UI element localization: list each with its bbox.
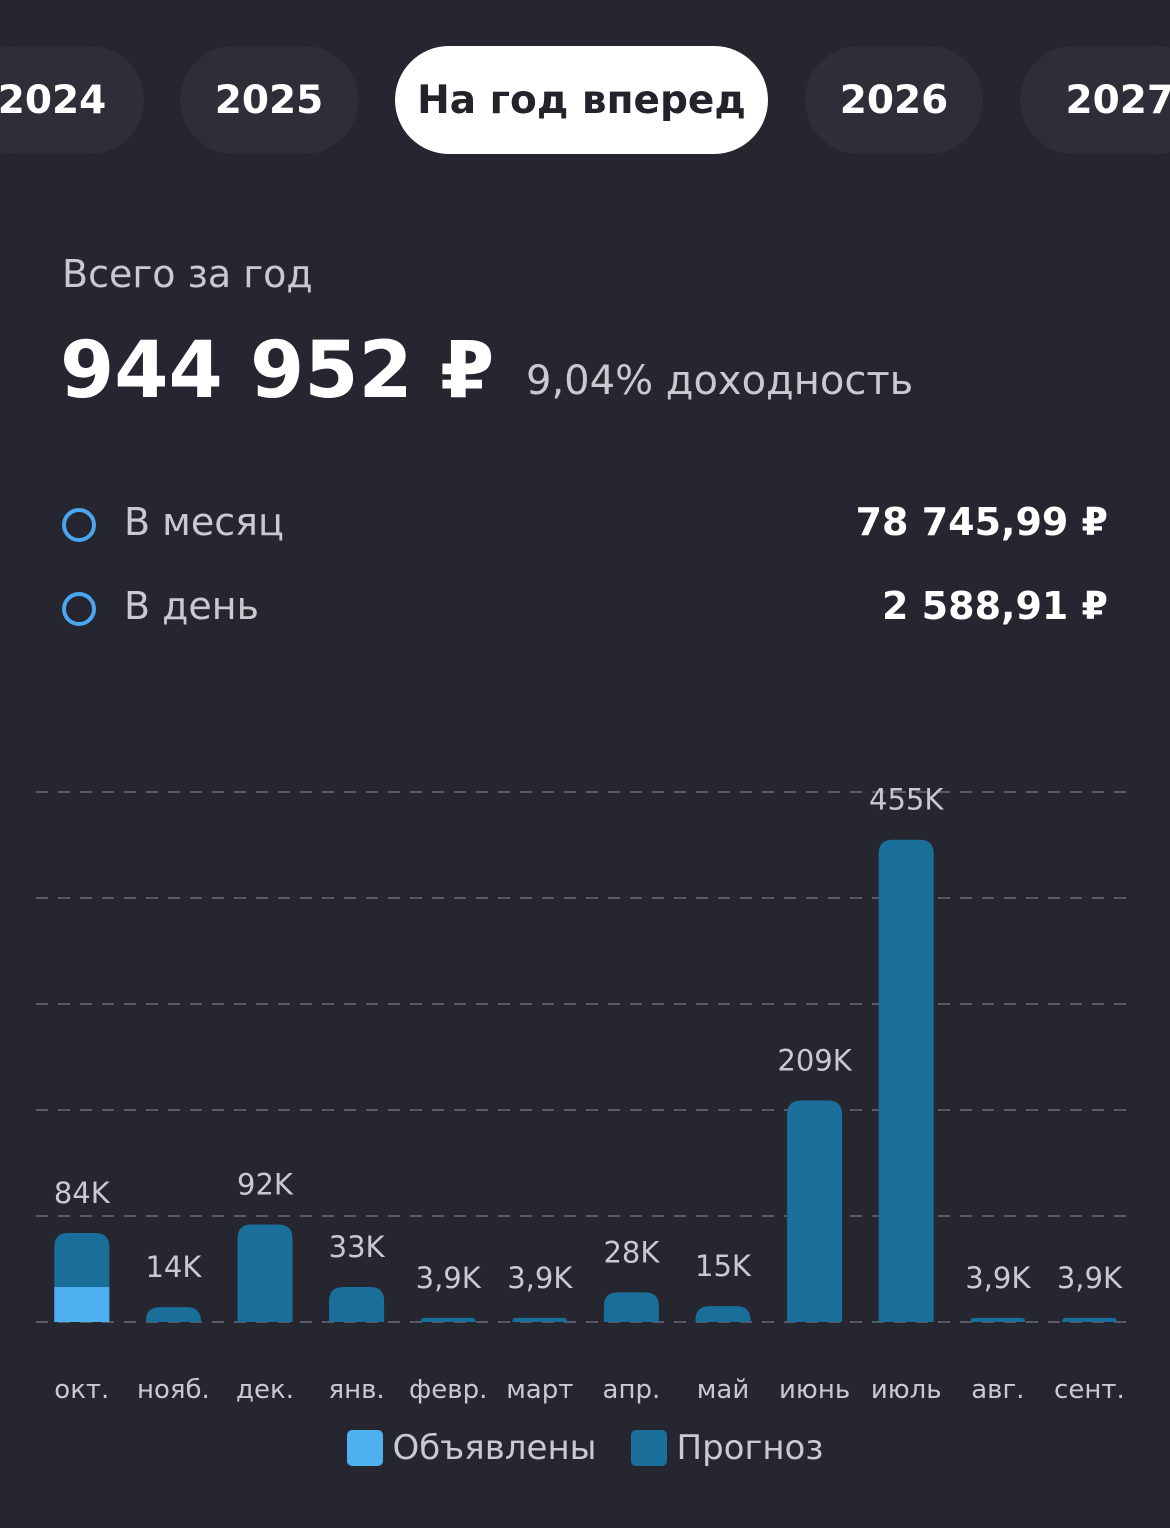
bar-value-label: 92K bbox=[237, 1167, 294, 1201]
tab-label: 2025 bbox=[214, 77, 324, 123]
total-label: Всего за год bbox=[62, 252, 313, 296]
x-tick-label: июнь bbox=[779, 1375, 850, 1405]
tab-2026[interactable]: 2026 bbox=[805, 46, 983, 154]
bar-value-label: 3,9K bbox=[507, 1261, 573, 1295]
x-tick-label: май bbox=[697, 1375, 749, 1405]
bar-forecast bbox=[329, 1287, 385, 1322]
legend-item-announced: Объявлены bbox=[346, 1428, 597, 1468]
period-tabs: 2024 2025 На год вперед 2026 2027 bbox=[0, 46, 1170, 154]
bar-announced bbox=[54, 1287, 110, 1322]
circle-icon bbox=[62, 592, 96, 626]
bar-forecast bbox=[695, 1306, 751, 1322]
x-tick-label: янв. bbox=[328, 1375, 384, 1405]
x-tick-label: авг. bbox=[971, 1375, 1024, 1405]
chart-legend: Объявлены Прогноз bbox=[0, 1428, 1170, 1468]
x-tick-label: нояб. bbox=[137, 1375, 210, 1405]
bar-forecast bbox=[145, 1307, 201, 1322]
dividends-bar-chart: 84K окт. 14K нояб. 92K дек. 33K янв. 3,9K февр. 3,… bbox=[36, 783, 1130, 1405]
bar-forecast bbox=[603, 1292, 659, 1322]
bar-forecast bbox=[787, 1100, 843, 1322]
legend-item-forecast: Прогноз bbox=[630, 1428, 824, 1468]
legend-swatch-forecast bbox=[630, 1430, 667, 1466]
stat-row-month: В месяц 78 745,99 ₽ bbox=[62, 500, 1108, 560]
yield-text: 9,04% доходность bbox=[526, 358, 914, 404]
tab-label: 2026 bbox=[839, 77, 949, 123]
tab-label: 2027 bbox=[1065, 77, 1170, 123]
stat-value-month: 78 745,99 ₽ bbox=[855, 500, 1108, 544]
bar-value-label: 28K bbox=[603, 1235, 660, 1269]
stat-label-day: В день bbox=[124, 584, 260, 628]
x-tick-label: июль bbox=[871, 1375, 942, 1405]
x-tick-label: март bbox=[506, 1375, 573, 1405]
bar-value-label: 3,9K bbox=[1057, 1261, 1123, 1295]
x-tick-label: дек. bbox=[236, 1375, 294, 1405]
bar-value-label: 15K bbox=[695, 1249, 752, 1283]
bar-value-label: 33K bbox=[329, 1230, 386, 1264]
bar-value-label: 84K bbox=[54, 1176, 111, 1210]
stat-label-month: В месяц bbox=[124, 500, 284, 544]
bar-forecast bbox=[237, 1224, 293, 1322]
bar-value-label: 3,9K bbox=[965, 1261, 1031, 1295]
stat-row-day: В день 2 588,91 ₽ bbox=[62, 584, 1108, 644]
bar-value-label: 3,9K bbox=[416, 1261, 482, 1295]
legend-swatch-announced bbox=[346, 1430, 383, 1466]
legend-label-announced: Объявлены bbox=[392, 1428, 597, 1468]
bar-forecast bbox=[512, 1317, 568, 1322]
bar-forecast bbox=[420, 1317, 476, 1322]
bar-value-label: 14K bbox=[145, 1250, 202, 1284]
bar-value-label: 455K bbox=[869, 783, 944, 817]
bar-forecast bbox=[1061, 1317, 1117, 1322]
tab-label: На год вперед bbox=[417, 77, 746, 123]
x-tick-label: сент. bbox=[1054, 1375, 1125, 1405]
tab-label: 2024 bbox=[0, 77, 107, 123]
tab-2025[interactable]: 2025 bbox=[180, 46, 358, 154]
x-tick-label: февр. bbox=[409, 1375, 487, 1405]
total-value: 944 952 ₽ bbox=[60, 326, 495, 416]
bar-forecast bbox=[970, 1317, 1026, 1322]
bar-value-label: 209K bbox=[777, 1043, 852, 1077]
tab-2027[interactable]: 2027 bbox=[1020, 46, 1170, 154]
bar-forecast bbox=[878, 839, 934, 1322]
legend-label-forecast: Прогноз bbox=[676, 1428, 824, 1468]
stat-value-day: 2 588,91 ₽ bbox=[882, 584, 1108, 628]
x-tick-label: апр. bbox=[603, 1375, 661, 1405]
tab-year-ahead[interactable]: На год вперед bbox=[395, 46, 768, 154]
tab-2024[interactable]: 2024 bbox=[0, 46, 144, 154]
circle-icon bbox=[62, 508, 96, 542]
x-tick-label: окт. bbox=[54, 1375, 109, 1405]
